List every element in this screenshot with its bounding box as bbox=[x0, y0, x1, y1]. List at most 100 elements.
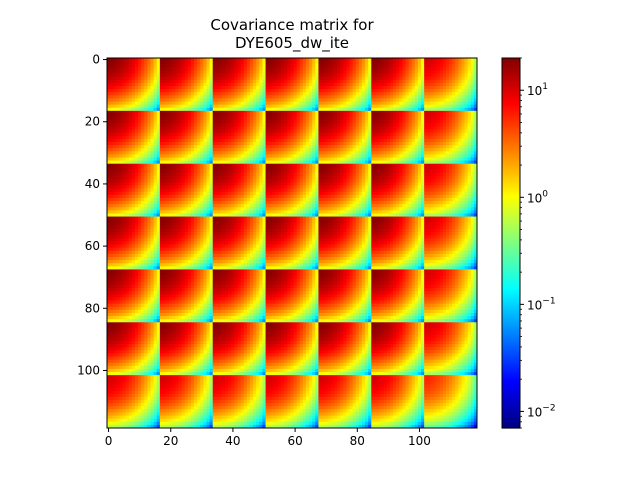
heatmap-cell bbox=[128, 104, 133, 109]
heatmap-cell bbox=[365, 107, 369, 112]
heatmap-cell bbox=[312, 113, 316, 118]
heatmap-cell bbox=[393, 70, 397, 74]
heatmap-cell bbox=[318, 129, 322, 134]
heatmap-cell bbox=[200, 166, 204, 171]
heatmap-cell bbox=[327, 145, 332, 149]
heatmap-cell bbox=[321, 169, 326, 174]
heatmap-cell bbox=[253, 132, 257, 137]
heatmap-cell bbox=[302, 64, 307, 68]
heatmap-cell bbox=[144, 185, 148, 189]
heatmap-cell bbox=[116, 132, 120, 137]
heatmap-cell bbox=[153, 154, 158, 158]
heatmap-cell bbox=[256, 117, 260, 121]
heatmap-cell bbox=[327, 89, 332, 93]
heatmap-cell bbox=[346, 98, 350, 102]
heatmap-cell bbox=[228, 73, 232, 78]
heatmap-cell bbox=[212, 123, 217, 127]
heatmap-cell bbox=[473, 98, 478, 102]
heatmap-cell bbox=[141, 123, 145, 127]
heatmap-cell bbox=[343, 117, 347, 121]
heatmap-cell bbox=[162, 132, 167, 137]
heatmap-cell bbox=[246, 145, 251, 149]
heatmap-cell bbox=[405, 70, 409, 74]
heatmap-cell bbox=[343, 166, 347, 171]
heatmap-cell bbox=[290, 104, 294, 109]
heatmap-cell bbox=[458, 89, 462, 93]
heatmap-cell bbox=[243, 157, 248, 162]
heatmap-cell bbox=[156, 185, 161, 189]
heatmap-cell bbox=[293, 110, 298, 115]
heatmap-cell bbox=[427, 58, 431, 62]
heatmap-cell bbox=[302, 163, 307, 168]
heatmap-cell bbox=[131, 110, 136, 115]
heatmap-cell bbox=[470, 104, 475, 109]
heatmap-cell bbox=[455, 107, 459, 112]
heatmap-cell bbox=[383, 185, 388, 189]
heatmap-cell bbox=[281, 101, 285, 106]
heatmap-cell bbox=[134, 145, 139, 149]
heatmap-cell bbox=[327, 61, 332, 65]
heatmap-cell bbox=[134, 132, 139, 137]
heatmap-cell bbox=[393, 126, 397, 130]
heatmap-cell bbox=[421, 135, 425, 140]
heatmap-cell bbox=[250, 70, 254, 74]
heatmap-cell bbox=[256, 67, 260, 71]
heatmap-cell bbox=[144, 126, 148, 130]
heatmap-cell bbox=[187, 166, 192, 171]
heatmap-cell bbox=[470, 117, 475, 121]
heatmap-cell bbox=[346, 160, 350, 165]
heatmap-cell bbox=[271, 101, 276, 106]
heatmap-cell bbox=[340, 70, 344, 74]
heatmap-cell bbox=[237, 138, 242, 143]
heatmap-cell bbox=[411, 141, 416, 146]
heatmap-cell bbox=[337, 169, 341, 174]
heatmap-cell bbox=[430, 123, 434, 127]
heatmap-cell bbox=[240, 61, 245, 65]
heatmap-cell bbox=[340, 76, 344, 81]
heatmap-cell bbox=[228, 160, 232, 165]
heatmap-cell bbox=[178, 120, 183, 124]
heatmap-cell bbox=[190, 89, 195, 93]
heatmap-cell bbox=[166, 61, 170, 65]
heatmap-cell bbox=[439, 98, 444, 102]
heatmap-cell bbox=[455, 113, 459, 118]
heatmap-cell bbox=[107, 182, 111, 186]
heatmap-cell bbox=[427, 76, 431, 81]
heatmap-cell bbox=[209, 138, 214, 143]
heatmap-cell bbox=[349, 89, 354, 93]
heatmap-cell bbox=[402, 185, 406, 189]
heatmap-cell bbox=[445, 135, 450, 140]
heatmap-cell bbox=[467, 98, 472, 102]
heatmap-cell bbox=[421, 163, 425, 168]
heatmap-cell bbox=[333, 182, 338, 186]
heatmap-cell bbox=[402, 82, 406, 87]
heatmap-cell bbox=[467, 117, 472, 121]
heatmap-cell bbox=[436, 98, 441, 102]
heatmap-cell bbox=[271, 154, 276, 158]
heatmap-cell bbox=[274, 123, 279, 127]
heatmap-cell bbox=[253, 61, 257, 65]
heatmap-cell bbox=[461, 73, 465, 78]
heatmap-cell bbox=[278, 182, 282, 186]
heatmap-cell bbox=[194, 61, 198, 65]
heatmap-cell bbox=[278, 151, 282, 155]
heatmap-cell bbox=[259, 169, 263, 174]
heatmap-cell bbox=[473, 166, 478, 171]
heatmap-cell bbox=[442, 117, 447, 121]
heatmap-cell bbox=[287, 185, 291, 189]
heatmap-cell bbox=[116, 151, 120, 155]
heatmap-cell bbox=[284, 101, 288, 106]
heatmap-cell bbox=[318, 92, 322, 96]
heatmap-cell bbox=[274, 58, 279, 62]
heatmap-cell bbox=[113, 101, 117, 106]
heatmap-cell bbox=[389, 157, 394, 162]
heatmap-cell bbox=[358, 98, 363, 102]
heatmap-cell bbox=[302, 132, 307, 137]
heatmap-cell bbox=[333, 76, 338, 81]
heatmap-cell bbox=[461, 92, 465, 96]
heatmap-cell bbox=[427, 145, 431, 149]
heatmap-cell bbox=[396, 104, 400, 109]
heatmap-cell bbox=[442, 101, 447, 106]
heatmap-cell bbox=[203, 89, 207, 93]
heatmap-cell bbox=[374, 173, 378, 177]
